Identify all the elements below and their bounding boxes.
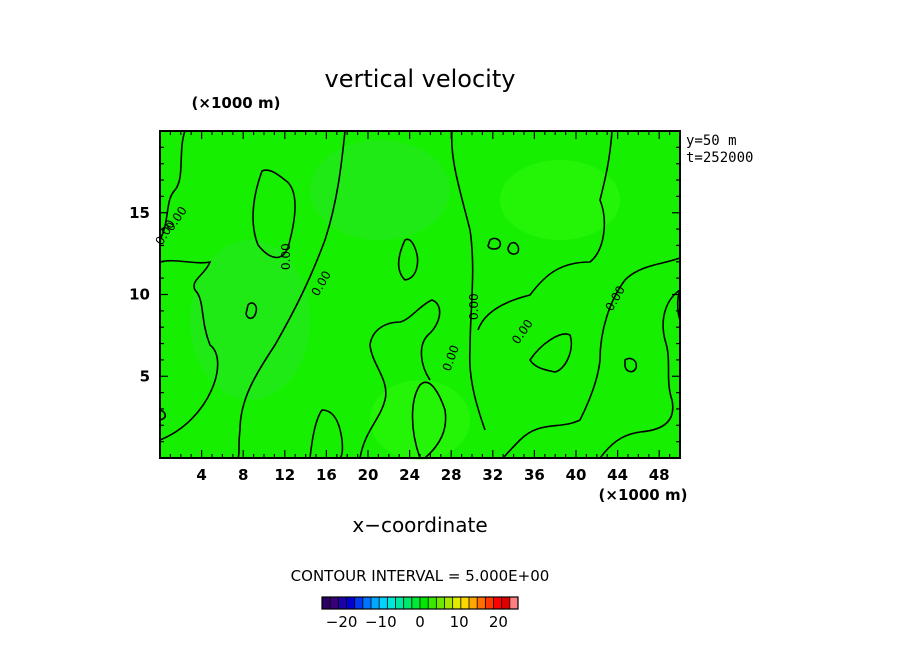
- y-axis-units: (×1000 m): [192, 94, 281, 112]
- colorbar-ticks: −20 −10 0 10 20: [326, 613, 508, 631]
- x-tick-label: 16: [316, 466, 337, 484]
- colorbar-swatch: [477, 597, 486, 609]
- colorbar-tick-label: −20: [326, 613, 358, 631]
- x-axis-units: (×1000 m): [599, 486, 688, 504]
- colorbar-swatch: [387, 597, 396, 609]
- colorbar-swatch: [338, 597, 347, 609]
- colorbar-swatch: [436, 597, 445, 609]
- info-t-label: t=252000: [686, 150, 753, 166]
- colorbar-swatch: [469, 597, 478, 609]
- field-shading: [190, 140, 620, 460]
- colorbar-tick-label: 10: [450, 613, 469, 631]
- colorbar-swatch: [509, 597, 519, 609]
- y-tick-label: 5: [140, 367, 150, 385]
- colorbar-swatch: [420, 597, 429, 609]
- x-axis: 4 8 12 16 20 24 28 32 36 40 44 48: [169, 131, 671, 484]
- colorbar-swatch: [330, 597, 339, 609]
- x-tick-label: 40: [566, 466, 587, 484]
- x-tick-label: 4: [196, 466, 206, 484]
- colorbar-swatch: [501, 597, 511, 609]
- plot-field: [160, 131, 680, 458]
- colorbar-tick-label: 20: [489, 613, 508, 631]
- x-tick-label: 44: [607, 466, 628, 484]
- contour-interval-label: CONTOUR INTERVAL = 5.000E+00: [291, 567, 550, 585]
- x-tick-label: 24: [399, 466, 420, 484]
- x-tick-label: 28: [441, 466, 462, 484]
- y-axis: 5 10 15: [129, 146, 680, 443]
- colorbar-swatch: [354, 597, 364, 609]
- colorbar-swatch: [362, 597, 372, 609]
- colorbar-swatch: [346, 597, 356, 609]
- x-tick-label: 32: [482, 466, 503, 484]
- colorbar-swatch: [485, 597, 494, 609]
- colorbar-swatch: [428, 597, 437, 609]
- x-tick-label: 48: [649, 466, 670, 484]
- contour-label: 0.00: [279, 243, 293, 270]
- contour-label: 0.00: [467, 293, 481, 320]
- x-axis-label: x−coordinate: [352, 513, 487, 537]
- colorbar-swatch: [411, 597, 421, 609]
- colorbar-swatch: [371, 597, 380, 609]
- colorbar: [321, 596, 519, 610]
- colorbar-frame: [321, 596, 519, 610]
- colorbar-swatch: [322, 597, 331, 609]
- chart-title: vertical velocity: [325, 65, 516, 93]
- x-tick-label: 36: [524, 466, 545, 484]
- colorbar-swatch: [452, 597, 462, 609]
- colorbar-tick-label: 0: [415, 613, 425, 631]
- colorbar-swatch: [444, 597, 454, 609]
- contour-lines: [159, 130, 681, 459]
- y-tick-label: 10: [129, 286, 150, 304]
- colorbar-swatch: [395, 597, 405, 609]
- x-tick-label: 8: [238, 466, 248, 484]
- colorbar-swatch: [403, 597, 413, 609]
- x-tick-label: 12: [274, 466, 295, 484]
- colorbar-swatch: [379, 597, 388, 609]
- info-y-label: y=50 m: [686, 133, 737, 149]
- colorbar-swatch: [460, 597, 470, 609]
- x-tick-label: 20: [358, 466, 379, 484]
- colorbar-tick-label: −10: [365, 613, 397, 631]
- colorbar-swatch: [493, 597, 503, 609]
- y-tick-label: 15: [129, 204, 150, 222]
